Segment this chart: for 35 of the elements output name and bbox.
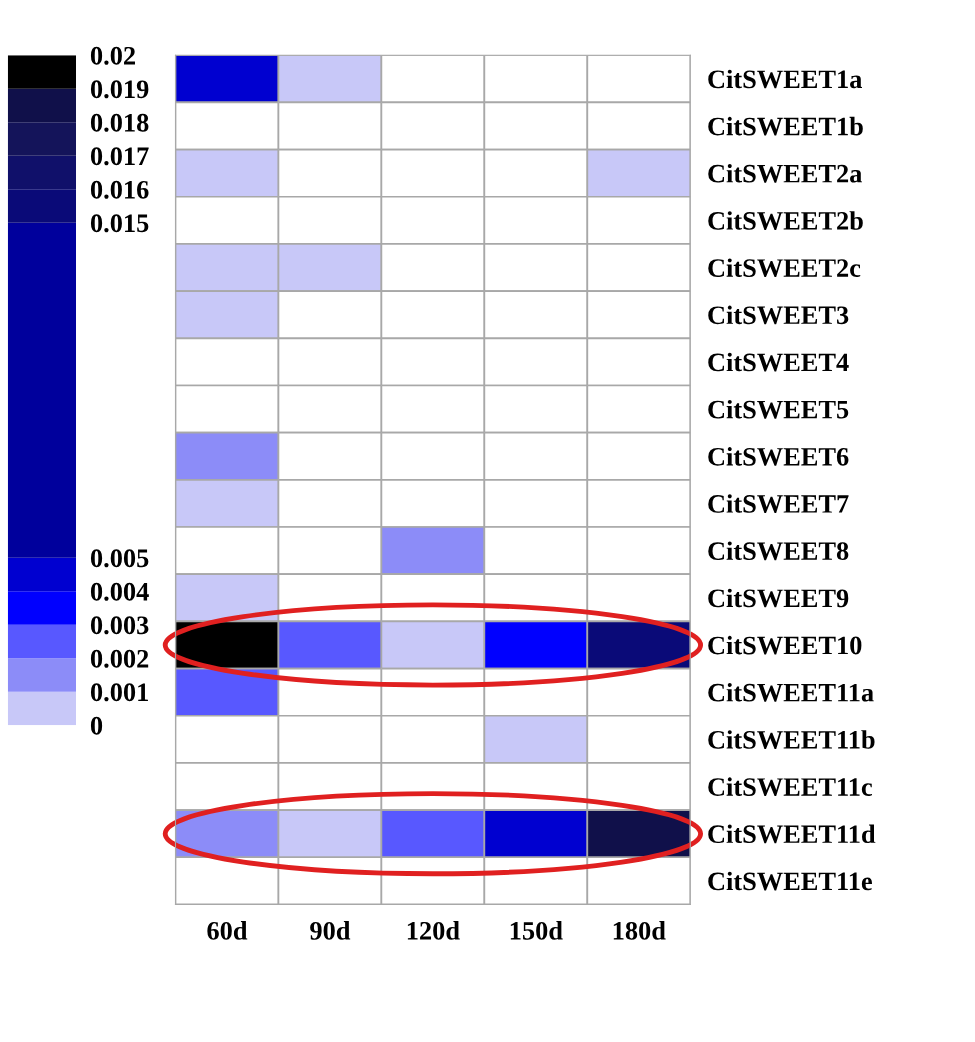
- y-tick-label: CitSWEET2a: [708, 164, 862, 183]
- color-bar-label: 0.002: [90, 649, 149, 668]
- x-tick-label: 150d: [510, 921, 563, 940]
- y-tick-label: CitSWEET11e: [708, 871, 872, 891]
- y-tick-label: CitSWEET1a: [708, 69, 862, 89]
- color-bar-label: 0.018: [90, 113, 149, 132]
- color-bar-label: 0.004: [90, 582, 149, 601]
- color-bar-label: 0.015: [90, 214, 149, 233]
- color-bar-label: 0.019: [90, 80, 149, 99]
- x-tick-label: 90d: [310, 921, 351, 940]
- x-tick-label: 120d: [407, 921, 460, 940]
- color-bar-label: 0.017: [90, 147, 149, 166]
- y-tick-label: CitSWEET2c: [708, 258, 861, 278]
- color-bar-label: 0.001: [90, 683, 148, 702]
- color-bar-label: 0.005: [90, 549, 149, 568]
- y-tick-label: CitSWEET8: [708, 541, 849, 561]
- y-tick-label: CitSWEET11d: [708, 824, 876, 844]
- color-bar-label: 0.016: [90, 180, 149, 199]
- y-tick-label: CitSWEET3: [708, 305, 849, 325]
- x-tick-label: 180d: [613, 921, 666, 940]
- y-tick-label: CitSWEET1b: [708, 116, 863, 136]
- y-tick-label: CitSWEET6: [708, 447, 849, 466]
- y-tick-label: CitSWEET11a: [708, 682, 874, 702]
- y-tick-label: CitSWEET4: [708, 352, 849, 372]
- y-tick-label: CitSWEET10: [708, 635, 862, 655]
- y-tick-label: CitSWEET11c: [708, 777, 872, 797]
- y-tick-label: CitSWEET2b: [708, 211, 863, 230]
- color-bar-label: 0.003: [90, 616, 149, 635]
- color-bar-label: 0.02: [90, 46, 135, 65]
- x-tick-label: 60d: [207, 921, 248, 940]
- color-bar-label: 0: [90, 716, 103, 735]
- y-tick-label: CitSWEET5: [708, 399, 849, 419]
- y-tick-label: CitSWEET7: [708, 494, 849, 513]
- y-tick-label: CitSWEET11b: [708, 730, 875, 749]
- y-tick-label: CitSWEET9: [708, 588, 849, 608]
